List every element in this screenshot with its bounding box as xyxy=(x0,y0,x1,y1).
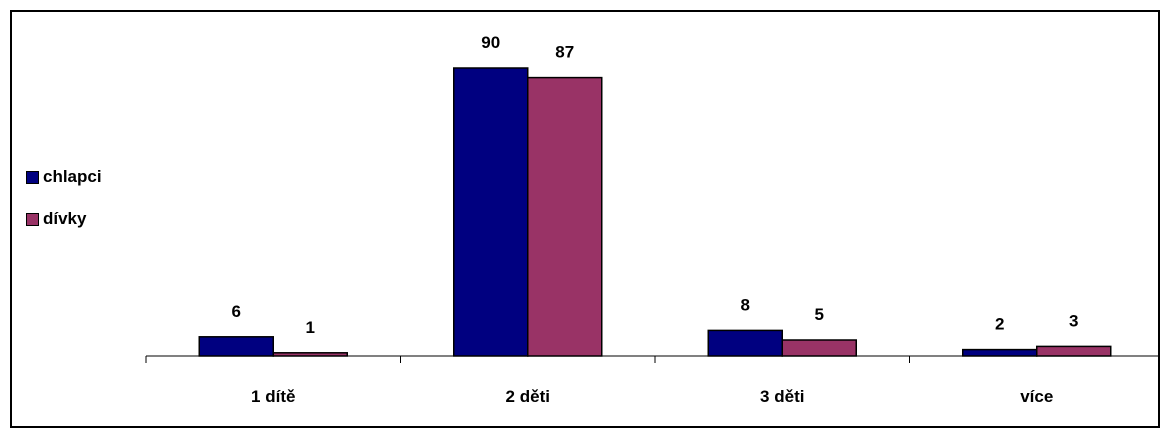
data-label-chlapci-2-deti: 90 xyxy=(481,33,500,52)
data-label-chlapci-1-dite: 6 xyxy=(232,302,241,321)
data-label-divky-vice: 3 xyxy=(1069,311,1078,330)
data-labels-layer: 6 1 90 87 8 5 2 3 xyxy=(232,33,1079,337)
data-label-chlapci-3-deti: 8 xyxy=(741,295,750,314)
legend-item-chlapci: chlapci xyxy=(26,166,102,188)
category-label-vice: více xyxy=(1020,387,1053,406)
legend-swatch-chlapci xyxy=(26,170,39,184)
legend: chlapci dívky xyxy=(26,166,102,250)
category-label-2-deti: 2 děti xyxy=(506,387,550,406)
bar-divky-2-deti xyxy=(527,76,603,357)
bar-chart: 6 1 90 87 8 5 2 3 1 dítě 2 děti 3 děti více xyxy=(145,33,1158,406)
data-label-chlapci-vice: 2 xyxy=(995,315,1004,334)
x-ticks-layer xyxy=(145,356,910,363)
bar-chlapci-2-deti xyxy=(453,67,529,357)
bar-divky-3-deti xyxy=(781,339,857,357)
bars-layer xyxy=(198,67,1112,357)
data-label-divky-1-dite: 1 xyxy=(306,318,315,337)
bar-chlapci-3-deti xyxy=(707,329,783,357)
category-labels-layer: 1 dítě 2 děti 3 děti více xyxy=(251,387,1053,406)
legend-item-divky: dívky xyxy=(26,208,102,230)
bar-divky-vice xyxy=(1036,345,1112,357)
category-label-3-deti: 3 děti xyxy=(760,387,804,406)
data-label-divky-2-deti: 87 xyxy=(555,43,574,62)
data-label-divky-3-deti: 5 xyxy=(815,305,824,324)
legend-swatch-divky xyxy=(26,212,39,226)
chart-frame: 6 1 90 87 8 5 2 3 1 dítě 2 děti 3 děti více chlapc… xyxy=(10,10,1160,428)
legend-label-chlapci: chlapci xyxy=(43,167,102,186)
legend-label-divky: dívky xyxy=(43,209,87,228)
bar-chlapci-vice xyxy=(962,348,1038,357)
category-label-1-dite: 1 dítě xyxy=(251,387,295,406)
bar-chlapci-1-dite xyxy=(198,336,274,357)
